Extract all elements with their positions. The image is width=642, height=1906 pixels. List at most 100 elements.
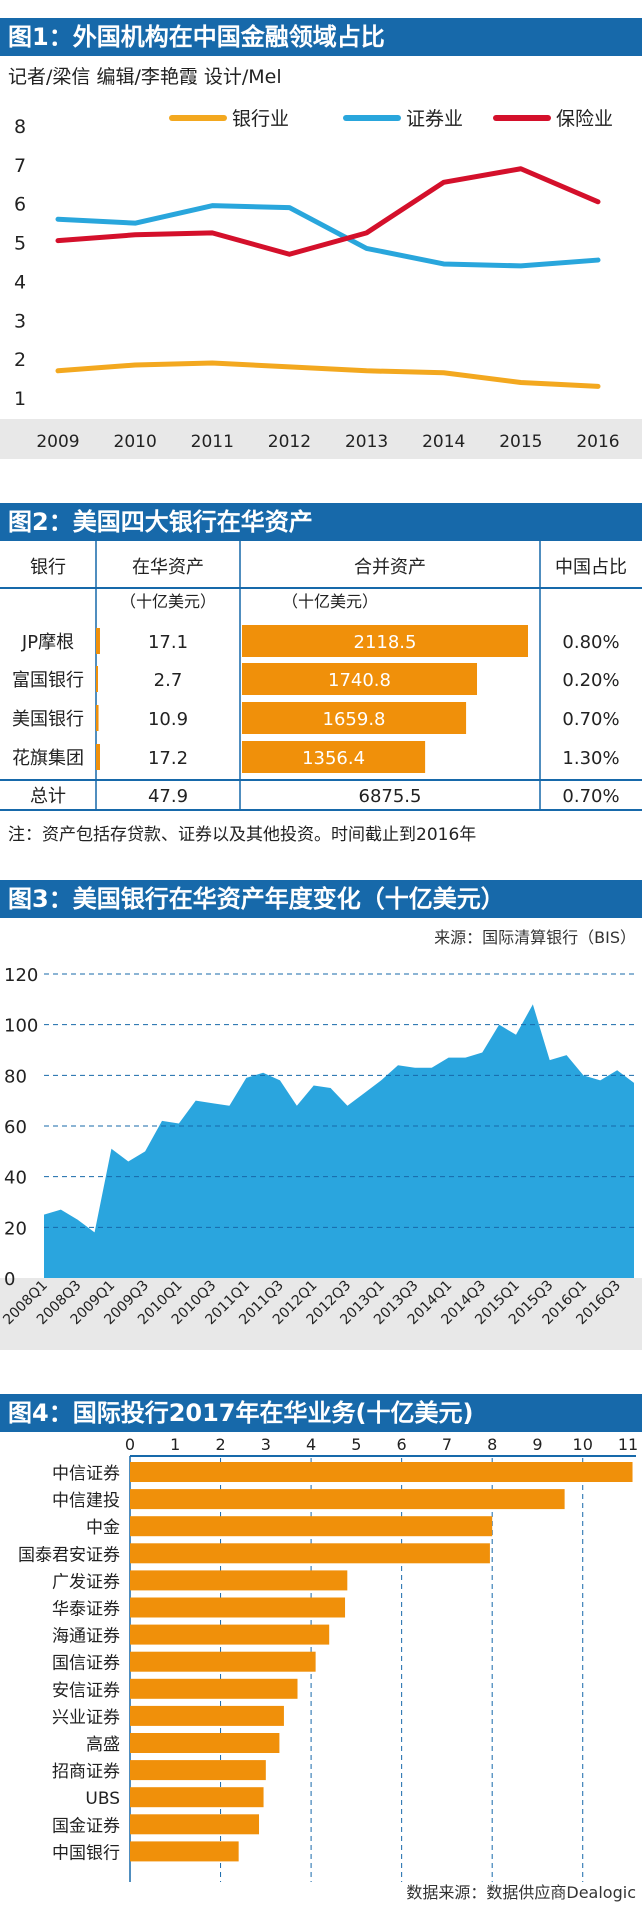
y-tick-label: 7 (14, 155, 26, 177)
table-header: 合并资产 (354, 557, 426, 578)
table-china-share: 0.70% (562, 709, 619, 730)
y-tick-label: 0 (4, 1269, 15, 1290)
x-tick-label: 2012 (268, 432, 311, 452)
x-axis-band (0, 419, 642, 459)
table-china-asset: 2.7 (154, 670, 183, 691)
y-tick-label: 60 (4, 1117, 27, 1138)
china-asset-bar (96, 628, 100, 654)
bar (130, 1651, 316, 1672)
table-header: 在华资产 (132, 557, 204, 578)
x-tick-label: 2010 (114, 432, 157, 452)
x-tick-label: 2011 (191, 432, 234, 452)
bar (130, 1705, 284, 1726)
x-axis-band (0, 1278, 642, 1350)
bar (130, 1678, 298, 1699)
fig3-area-chart: 0204060801001202008Q12008Q32009Q12009Q32… (0, 965, 642, 1350)
x-tick-label: 3 (261, 1435, 271, 1454)
category-label: 中信证券 (52, 1464, 120, 1484)
table-bank-name: 美国银行 (12, 709, 84, 730)
category-label: 中金 (86, 1518, 120, 1538)
table-header: 银行 (30, 557, 66, 578)
x-tick-label: 0 (125, 1435, 135, 1454)
x-tick-label: 8 (487, 1435, 497, 1454)
china-asset-bar (96, 744, 100, 770)
x-tick-label: 1 (170, 1435, 180, 1454)
bar (130, 1570, 348, 1591)
table-bank-name: 富国银行 (12, 670, 84, 691)
category-label: 国信证券 (52, 1654, 120, 1674)
fig2-note: 注：资产包括存贷款、证券以及其他投资。时间截止到2016年 (8, 825, 477, 845)
bar (130, 1597, 346, 1618)
x-tick-label: 6 (397, 1435, 407, 1454)
legend-label: 银行业 (232, 108, 289, 130)
fig2-title: 图2：美国四大银行在华资产 (0, 503, 642, 541)
fig1-title: 图1：外国机构在中国金融领域占比 (0, 18, 642, 56)
table-total-asset: 2118.5 (354, 632, 417, 653)
table-china-share: 0.80% (562, 632, 619, 653)
y-tick-label: 40 (4, 1168, 27, 1189)
table-bank-name: 花旗集团 (12, 748, 84, 769)
x-tick-label: 7 (442, 1435, 452, 1454)
y-tick-label: 20 (4, 1218, 27, 1239)
table-total-share: 0.70% (562, 786, 619, 807)
category-label: 招商证券 (52, 1762, 120, 1782)
category-label: 兴业证券 (52, 1708, 120, 1728)
category-label: 国金证券 (52, 1816, 120, 1836)
table-total-total: 6875.5 (359, 786, 422, 807)
bar (130, 1543, 490, 1564)
x-tick-label: 9 (532, 1435, 542, 1454)
x-tick-label: 2015 (499, 432, 542, 452)
series-line (55, 360, 601, 389)
y-tick-label: 2 (14, 349, 26, 371)
table-bank-name: JP摩根 (21, 632, 74, 653)
table-unit: （十亿美元） (282, 592, 378, 611)
table-header: 中国占比 (555, 557, 627, 578)
table-total-label: 总计 (30, 786, 66, 807)
table-total-asset: 1659.8 (323, 709, 386, 730)
total-asset-bar (242, 663, 478, 695)
bar (130, 1787, 264, 1808)
table-china-share: 0.20% (562, 670, 619, 691)
table-china-asset: 10.9 (148, 709, 188, 730)
y-tick-label: 4 (14, 271, 26, 293)
x-tick-label: 2009 (36, 432, 79, 452)
table-total-china: 47.9 (148, 786, 188, 807)
bank-assets-table: 银行 在华资产 合并资产 中国占比 （十亿美元） （十亿美元） JP摩根 17.1 2118.5… (0, 541, 642, 811)
y-tick-label: 80 (4, 1066, 27, 1087)
y-tick-label: 100 (4, 1016, 38, 1037)
x-tick-label: 2 (215, 1435, 225, 1454)
fig4-title: 图4：国际投行2017年在华业务(十亿美元) (0, 1394, 642, 1432)
x-tick-label: 5 (351, 1435, 361, 1454)
x-tick-label: 2014 (422, 432, 465, 452)
fig1-line-chart: 1 2 3 4 5 6 7 8 2009 2010 2011 2012 2013 2014 2015 2016… (0, 108, 642, 459)
category-label: 高盛 (86, 1735, 120, 1755)
x-tick-label: 11 (618, 1435, 638, 1454)
table-total-asset: 1356.4 (302, 748, 365, 769)
fig3-title: 图3：美国银行在华资产年度变化（十亿美元） (0, 880, 642, 918)
table-unit: （十亿美元） (120, 592, 216, 611)
category-label: 华泰证券 (52, 1600, 120, 1620)
category-label: UBS (85, 1789, 120, 1809)
china-asset-bar (96, 666, 98, 692)
x-tick-label: 10 (573, 1435, 593, 1454)
y-tick-label: 1 (14, 388, 26, 410)
category-label: 国泰君安证券 (18, 1545, 120, 1565)
china-asset-bar (96, 705, 99, 731)
y-tick-label: 3 (14, 310, 26, 332)
y-tick-label: 8 (14, 116, 26, 138)
legend-label: 证券业 (406, 108, 463, 130)
table-china-asset: 17.2 (148, 748, 188, 769)
bar (130, 1814, 260, 1835)
x-tick-label: 2013 (345, 432, 388, 452)
total-asset-bar (242, 741, 426, 773)
x-tick-label: 2016 (576, 432, 619, 452)
category-label: 中国银行 (52, 1843, 120, 1863)
y-tick-label: 5 (14, 233, 26, 255)
bar (130, 1733, 280, 1753)
series-line (55, 166, 601, 257)
series-line (55, 203, 601, 269)
bar (130, 1462, 633, 1482)
total-asset-bar (242, 625, 528, 657)
area-series (44, 1004, 634, 1278)
category-label: 海通证券 (52, 1627, 120, 1647)
